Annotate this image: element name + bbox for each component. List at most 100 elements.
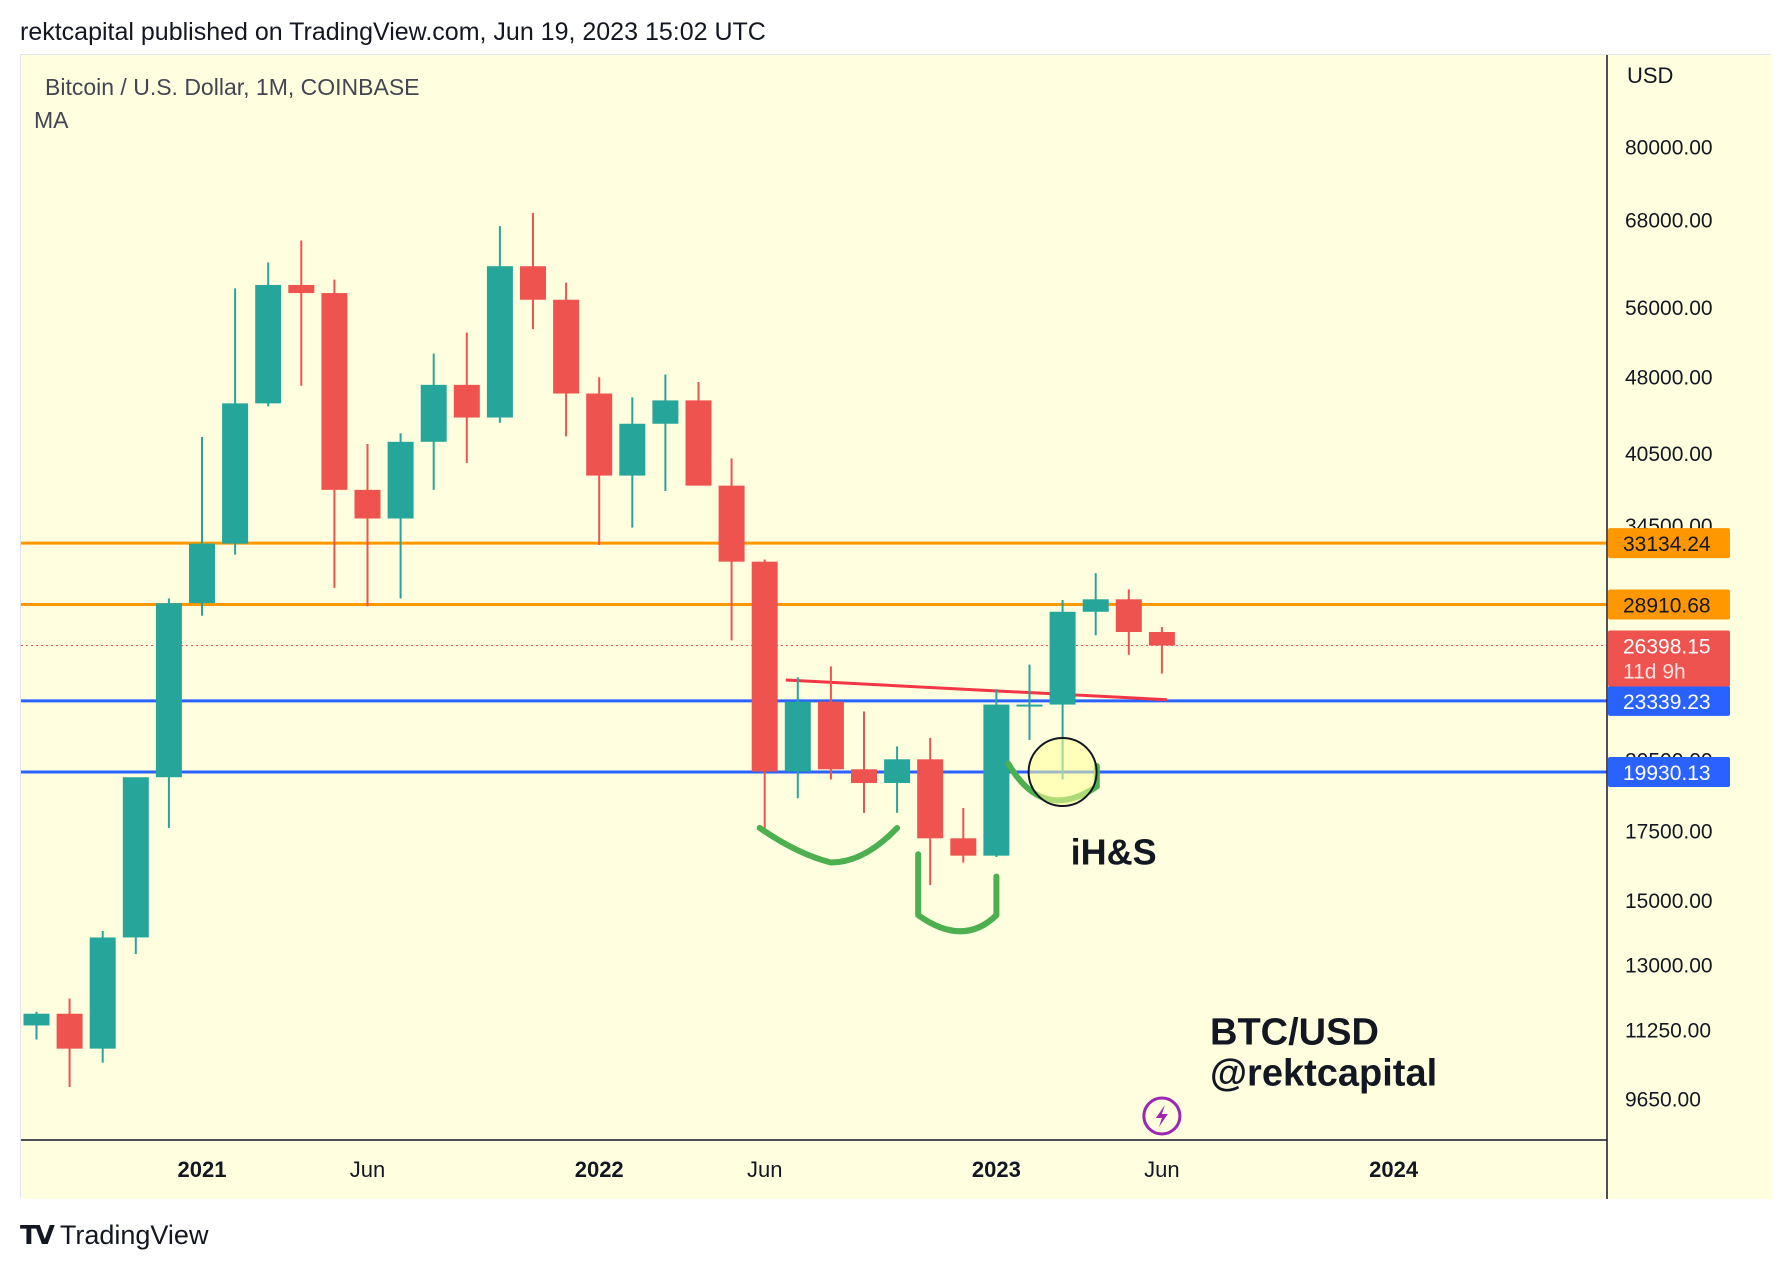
candle [1148, 627, 1175, 674]
candle-body [321, 293, 348, 490]
price-badge-bg [1608, 528, 1730, 559]
candle [189, 436, 215, 616]
candle-body [1115, 599, 1142, 633]
candle-body [751, 561, 778, 772]
x-tick-label: Jun [747, 1157, 782, 1182]
bolt-shape [1155, 1105, 1168, 1127]
candle-body [619, 423, 646, 476]
candle [983, 689, 1010, 858]
candle [155, 598, 182, 828]
candle [1115, 589, 1142, 655]
y-tick-label: 17500.00 [1625, 821, 1713, 844]
candle-body [553, 299, 580, 394]
candle-body [1082, 599, 1109, 612]
price-badge-bg [1608, 589, 1730, 620]
candle [453, 332, 480, 463]
neckline-group [785, 678, 1167, 702]
candle [917, 737, 944, 886]
price-badge-label: 23339.23 [1623, 691, 1711, 714]
pattern-label: iH&S [1071, 831, 1157, 872]
price-badge: 28910.68 [1608, 589, 1730, 620]
candles-group [23, 212, 1175, 1087]
candle-body [155, 603, 182, 778]
head-stroke [915, 851, 1000, 935]
candle [56, 998, 83, 1087]
candle [122, 777, 149, 955]
price-badges: 33134.24 28910.68 23339.23 19930.13 26398.15… [1608, 528, 1730, 787]
candle [619, 397, 646, 528]
candle-body [652, 400, 679, 424]
chart-frame[interactable]: Bitcoin / U.S. Dollar, 1M, COINBASE MA U… [20, 54, 1771, 1199]
price-badge: 19930.13 [1608, 756, 1730, 787]
plot-background [21, 55, 1607, 1199]
price-badge-bg [1608, 630, 1730, 687]
candle [1049, 600, 1076, 780]
candle-body [89, 937, 116, 1049]
candle [718, 458, 745, 641]
y-tick-label: 13000.00 [1625, 954, 1713, 977]
candlestick-chart[interactable]: Bitcoin / U.S. Dollar, 1M, COINBASE MA U… [21, 55, 1771, 1199]
tradingview-logo-icon[interactable]: TV [20, 1220, 55, 1251]
candle-countdown: 11d 9h [1623, 660, 1686, 683]
lightning-icon[interactable] [1142, 1096, 1182, 1136]
candle-body [817, 701, 844, 770]
candle-body [520, 266, 546, 300]
candle [553, 282, 580, 437]
footer: TV TradingView [20, 1220, 208, 1251]
candle [586, 377, 613, 545]
candle [321, 279, 348, 588]
candle [89, 930, 116, 1063]
candle-body [950, 838, 977, 856]
candle-body [784, 701, 811, 772]
candle [420, 353, 447, 490]
candle [784, 677, 811, 799]
candle [486, 226, 513, 423]
price-badge-label: 26398.15 [1623, 635, 1711, 658]
candle-body [983, 704, 1010, 856]
price-axis-background [1608, 55, 1771, 1199]
candle-body [122, 777, 149, 938]
y-tick-label: 40500.00 [1625, 443, 1713, 466]
y-tick-label: 11250.00 [1625, 1019, 1711, 1042]
x-tick-label: 2021 [178, 1157, 227, 1182]
x-tick-label: 2024 [1369, 1157, 1419, 1182]
price-badge: 33134.24 [1608, 528, 1730, 559]
candle [520, 212, 546, 330]
candle-body [56, 1013, 83, 1049]
candle-body [1049, 611, 1076, 705]
indicator-legend: MA [34, 107, 69, 133]
candle-body [917, 759, 944, 839]
candle [950, 807, 977, 863]
candle-body [586, 393, 613, 476]
y-tick-label: 9650.00 [1625, 1088, 1701, 1111]
candle-body [288, 284, 315, 294]
candle [652, 374, 679, 492]
left-shoulder-stroke [756, 824, 901, 866]
candle [884, 746, 911, 813]
candle-body [255, 284, 282, 404]
candle [817, 666, 844, 780]
watermark-pair: BTC/USD [1210, 1011, 1379, 1053]
price-badge: 23339.23 [1608, 685, 1730, 716]
price-badge-bg [1608, 756, 1730, 787]
x-tick-label: Jun [350, 1157, 385, 1182]
candle [288, 240, 315, 386]
candle [255, 262, 282, 407]
watermark-author: @rektcapital [1210, 1052, 1437, 1094]
y-tick-label: 48000.00 [1625, 366, 1713, 389]
candle [1016, 664, 1043, 740]
candle [23, 1011, 50, 1040]
y-tick-label: 68000.00 [1625, 210, 1713, 233]
candle-body [685, 400, 712, 486]
candle-body [1016, 704, 1043, 707]
candle-body [387, 441, 414, 519]
candle-body [718, 485, 745, 562]
candle [685, 381, 712, 486]
highlight-circle [1027, 736, 1098, 807]
candle [354, 443, 381, 607]
currency-label: USD [1627, 63, 1673, 88]
footer-brand[interactable]: TradingView [59, 1220, 209, 1250]
candle [222, 288, 249, 555]
y-tick-label: 15000.00 [1625, 890, 1713, 913]
candle-body [23, 1013, 50, 1026]
